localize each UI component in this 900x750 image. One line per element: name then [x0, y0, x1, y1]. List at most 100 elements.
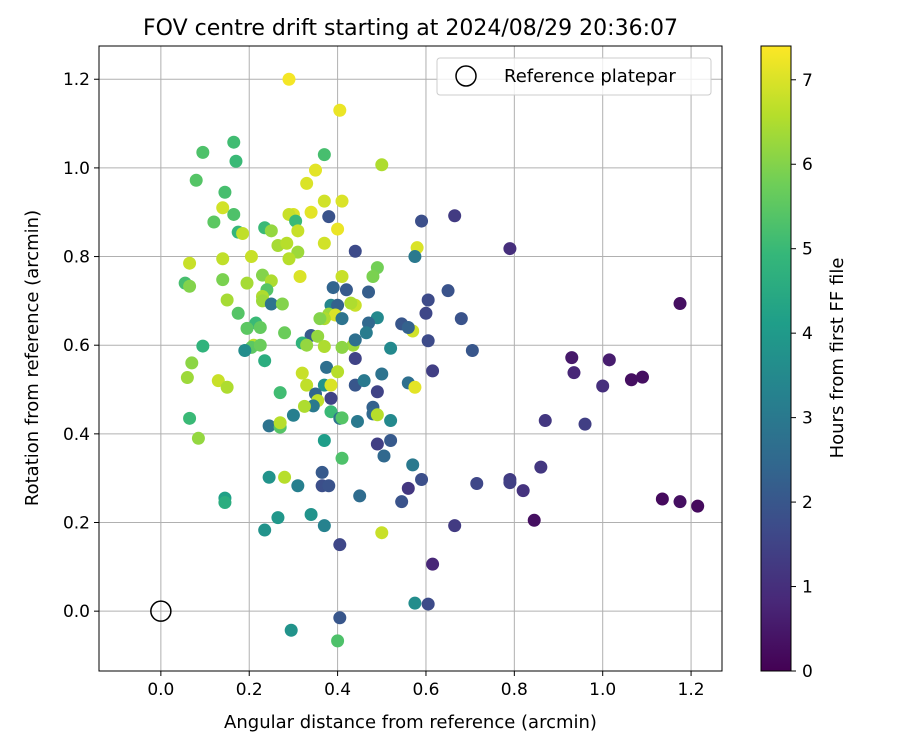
data-point: [602, 353, 616, 367]
data-point: [370, 437, 384, 451]
data-point: [370, 385, 384, 399]
colorbar-label: Hours from first FF file: [827, 258, 848, 459]
colorbar: 0 1 2 3 4 5 6 7 Hours from first FF file: [760, 45, 848, 682]
legend-marker: [455, 65, 477, 87]
data-point: [253, 320, 267, 334]
data-point: [335, 411, 349, 425]
data-point: [240, 321, 254, 335]
data-point: [278, 470, 292, 484]
data-point: [534, 460, 548, 474]
data-point: [635, 370, 649, 384]
data-point: [238, 344, 252, 358]
data-point: [304, 508, 318, 522]
data-point: [304, 205, 318, 219]
data-point: [196, 339, 210, 353]
x-tick-label: 0.8: [501, 680, 528, 700]
x-tick-label: 0.2: [236, 680, 263, 700]
data-point: [240, 276, 254, 290]
colorbar-gradient: [760, 45, 792, 672]
data-point: [262, 470, 276, 484]
data-point: [282, 252, 296, 266]
data-point: [339, 283, 353, 297]
data-point: [426, 557, 440, 571]
data-point: [264, 224, 278, 238]
data-point: [370, 408, 384, 422]
data-point: [324, 391, 338, 405]
data-point: [408, 380, 422, 394]
data-point: [324, 378, 338, 392]
x-tick-label: 1.2: [678, 680, 705, 700]
data-point: [348, 352, 362, 365]
data-point: [375, 526, 389, 540]
data-point: [286, 408, 300, 422]
data-point: [348, 244, 362, 258]
legend: Reference platepar: [436, 57, 712, 96]
data-point: [503, 242, 517, 256]
data-point: [465, 344, 479, 358]
data-point: [309, 163, 323, 177]
data-point: [317, 519, 331, 533]
data-point: [366, 269, 380, 283]
data-point: [218, 185, 232, 199]
data-point: [454, 312, 468, 326]
data-point: [216, 273, 230, 287]
chart-title: FOV centre drift starting at 2024/08/29 …: [143, 16, 678, 41]
data-point: [289, 214, 303, 228]
data-point: [331, 222, 345, 236]
data-point: [335, 312, 349, 326]
data-point: [278, 326, 292, 340]
data-point: [596, 379, 610, 393]
data-point: [350, 414, 364, 428]
data-point: [406, 458, 420, 472]
data-point: [448, 209, 462, 223]
colorbar-tick-label: 6: [802, 155, 813, 175]
data-point: [565, 351, 579, 365]
data-point: [375, 367, 389, 381]
data-point: [335, 194, 349, 208]
data-point: [415, 473, 429, 487]
data-point: [227, 135, 241, 149]
data-point: [207, 215, 221, 229]
y-axis-label: Rotation from reference (arcmin): [22, 210, 43, 506]
data-point: [401, 320, 415, 334]
data-point: [317, 194, 331, 208]
data-point: [315, 465, 329, 479]
data-point: [691, 499, 705, 513]
data-point: [273, 386, 287, 400]
y-tick-label: 0.2: [63, 514, 90, 534]
data-point: [291, 224, 305, 238]
data-point: [344, 296, 358, 310]
y-tick-label: 0.4: [63, 425, 90, 445]
data-point: [359, 326, 373, 340]
grid-lines: [99, 46, 722, 671]
data-point: [282, 72, 296, 86]
data-point: [426, 364, 440, 378]
y-tick-label: 0.6: [63, 336, 90, 356]
data-point: [401, 481, 415, 495]
data-point: [470, 477, 484, 490]
y-axis-ticks: 0.0 0.2 0.4 0.6 0.8 1.0 1.2: [63, 70, 99, 622]
x-axis-label: Angular distance from reference (arcmin): [224, 712, 597, 733]
data-point: [291, 479, 305, 493]
data-point: [384, 434, 398, 448]
data-point: [384, 414, 398, 428]
data-point: [211, 374, 225, 388]
data-point: [421, 334, 435, 348]
data-point: [218, 496, 232, 510]
data-point: [311, 329, 325, 343]
reference-marker: [150, 600, 172, 622]
data-point: [300, 378, 314, 392]
data-point: [331, 298, 345, 312]
x-tick-label: 0.0: [147, 680, 174, 700]
colorbar-ticks: 0 1 2 3 4 5 6 7: [791, 71, 813, 682]
colorbar-tick-label: 0: [802, 662, 813, 682]
data-point: [216, 201, 230, 215]
data-point: [419, 306, 433, 320]
data-point: [408, 250, 422, 264]
data-point: [320, 360, 334, 374]
data-point: [183, 411, 197, 425]
data-point: [317, 434, 331, 448]
data-point: [655, 492, 669, 506]
data-point: [357, 374, 371, 388]
data-point: [362, 316, 376, 330]
